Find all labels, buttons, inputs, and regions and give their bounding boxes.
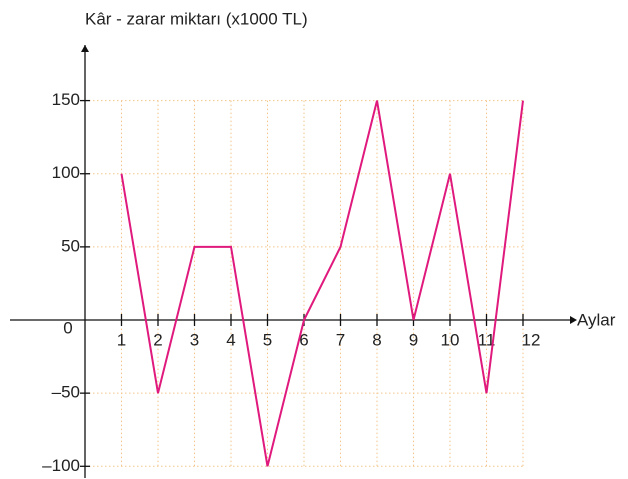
x-tick-label: 11 [478,330,496,349]
data-line [120,100,524,467]
x-axis-arrow [570,316,577,325]
y-tick-label: 50 [61,236,80,255]
x-tick-label: 1 [117,330,126,349]
x-tick-label: 5 [263,330,272,349]
y-axis-label: Kâr - zarar miktarı (x1000 TL) [85,9,308,28]
x-tick-label: 10 [441,330,460,349]
y-tick-label: –50 [52,383,80,402]
x-tick-label: 9 [409,330,418,349]
y-tick-label: 0 [63,318,72,337]
y-tick-label: –100 [42,456,80,475]
x-tick-label: 3 [190,330,199,349]
x-tick-label: 6 [299,330,308,349]
x-tick-label: 12 [522,330,541,349]
y-tick-label: 100 [52,163,80,182]
x-tick-label: 4 [226,330,235,349]
x-axis-label: Aylar [577,310,616,329]
x-tick-label: 2 [153,330,162,349]
y-axis-arrow [81,45,89,52]
x-tick-label: 8 [372,330,381,349]
y-tick-label: 150 [52,90,80,109]
x-tick-label: 7 [336,330,345,349]
